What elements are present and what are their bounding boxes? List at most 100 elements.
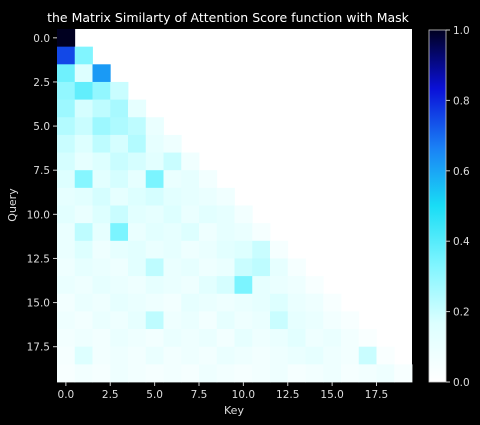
heatmap-cell (287, 276, 306, 295)
heatmap-cell (216, 258, 235, 277)
heatmap-cell (323, 329, 342, 348)
heatmap-cell (145, 258, 164, 277)
heatmap-cell (234, 276, 253, 295)
y-tick-label: 10.0 (27, 209, 50, 221)
heatmap-cell (181, 276, 200, 295)
heatmap-cell (110, 117, 129, 136)
heatmap-cell (145, 240, 164, 259)
heatmap-cell (181, 223, 200, 242)
heatmap-cell (110, 364, 129, 383)
heatmap-cell (163, 134, 182, 153)
heatmap-cell (128, 329, 147, 348)
heatmap-area (57, 29, 413, 383)
heatmap-cell (92, 205, 111, 224)
heatmap-cell (216, 311, 235, 330)
heatmap-cell (163, 152, 182, 171)
heatmap-cell (57, 64, 76, 83)
heatmap-cell (305, 329, 324, 348)
heatmap-cell (216, 346, 235, 365)
heatmap-cell (92, 311, 111, 330)
heatmap-cell (181, 240, 200, 259)
heatmap-cell (128, 152, 147, 171)
heatmap-cell (181, 311, 200, 330)
heatmap-cell (145, 329, 164, 348)
x-tick-label: 7.5 (191, 389, 208, 401)
heatmap-cell (74, 205, 93, 224)
heatmap-cell (145, 187, 164, 206)
heatmap-cell (270, 276, 289, 295)
y-tick-label: 15.0 (27, 298, 50, 310)
heatmap-cell (305, 293, 324, 312)
heatmap-cell (163, 276, 182, 295)
heatmap-cell (57, 99, 76, 118)
heatmap-cell (57, 240, 76, 259)
heatmap-cell (163, 170, 182, 189)
colorbar-scale (428, 29, 447, 383)
heatmap-cell (234, 364, 253, 383)
heatmap-cell (57, 346, 76, 365)
heatmap-cell (358, 346, 377, 365)
heatmap-cell (92, 134, 111, 153)
heatmap-cell (216, 276, 235, 295)
heatmap-cell (145, 170, 164, 189)
heatmap-cell (145, 205, 164, 224)
colorbar-tick-label: 0.0 (453, 377, 470, 389)
heatmap-cell (305, 346, 324, 365)
heatmap-cell (128, 364, 147, 383)
heatmap-cell (57, 134, 76, 153)
x-tick-label: 10.0 (232, 389, 255, 401)
heatmap-cell (181, 346, 200, 365)
heatmap-cell (181, 152, 200, 171)
heatmap-cell (128, 117, 147, 136)
heatmap-cell (199, 187, 218, 206)
heatmap-cell (270, 240, 289, 259)
heatmap-cell (57, 364, 76, 383)
heatmap-cell (323, 364, 342, 383)
heatmap-cell (74, 170, 93, 189)
heatmap-cell (323, 311, 342, 330)
heatmap-cell (74, 99, 93, 118)
heatmap-cell (74, 46, 93, 65)
heatmap-cell (145, 117, 164, 136)
heatmap-cell (145, 134, 164, 153)
heatmap-cell (57, 29, 76, 48)
heatmap-cell (163, 293, 182, 312)
heatmap-cell (74, 346, 93, 365)
heatmap-cell (252, 258, 271, 277)
heatmap-cell (270, 364, 289, 383)
colorbar-tick-label: 0.2 (453, 307, 470, 319)
heatmap-cell (234, 223, 253, 242)
heatmap-cell (92, 99, 111, 118)
heatmap-cell (128, 293, 147, 312)
heatmap-cell (57, 293, 76, 312)
heatmap-cell (216, 364, 235, 383)
heatmap-cell (199, 240, 218, 259)
heatmap-cell (287, 293, 306, 312)
y-axis-label: Query (6, 188, 19, 222)
heatmap-cell (252, 223, 271, 242)
y-tick-label: 12.5 (27, 253, 50, 265)
heatmap-cell (110, 346, 129, 365)
heatmap-cell (110, 81, 129, 100)
heatmap-cell (216, 205, 235, 224)
heatmap-cell (110, 223, 129, 242)
x-tick-label: 2.5 (102, 389, 119, 401)
heatmap-cell (216, 293, 235, 312)
heatmap-cell (57, 258, 76, 277)
heatmap-cell (128, 99, 147, 118)
heatmap-cell (145, 364, 164, 383)
heatmap-cell (92, 223, 111, 242)
heatmap-cell (287, 346, 306, 365)
heatmap-cell (110, 276, 129, 295)
heatmap-cell (305, 276, 324, 295)
heatmap-cell (57, 205, 76, 224)
heatmap-cell (199, 293, 218, 312)
heatmap-cell (181, 364, 200, 383)
heatmap-cell (163, 187, 182, 206)
heatmap-cell (287, 364, 306, 383)
heatmap-cell (163, 258, 182, 277)
heatmap-cell (57, 187, 76, 206)
heatmap-cell (110, 134, 129, 153)
heatmap-cell (199, 276, 218, 295)
heatmap-cell (145, 152, 164, 171)
